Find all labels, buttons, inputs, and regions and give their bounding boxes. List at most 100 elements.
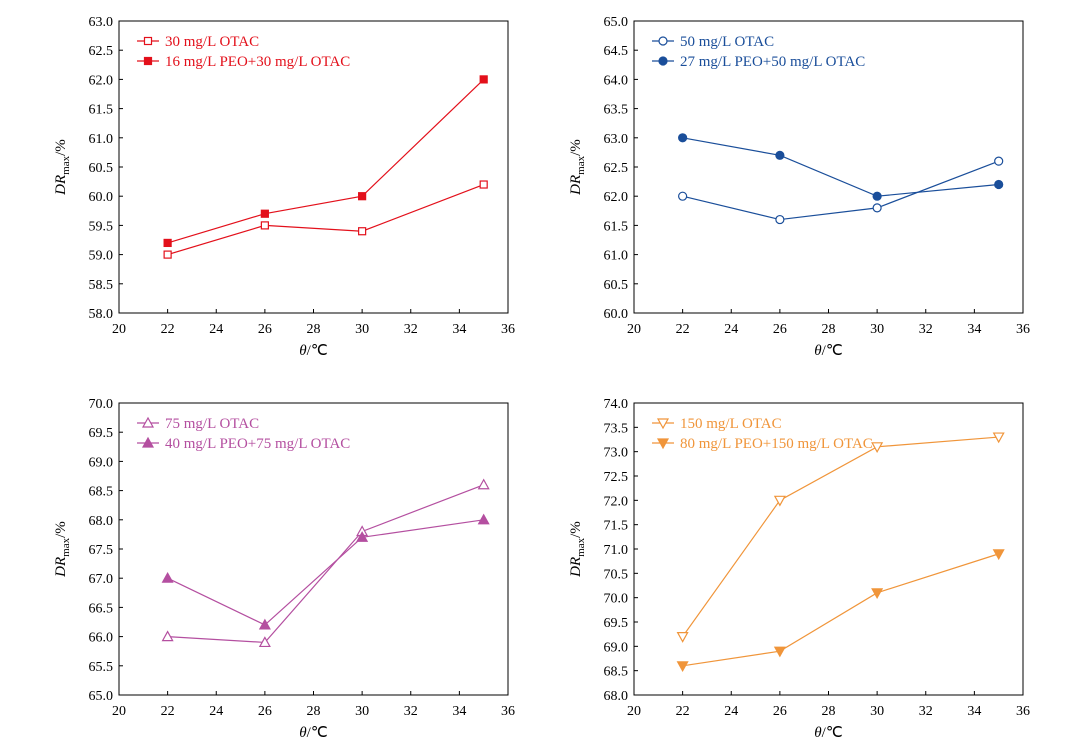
y-tick-label: 73.0	[604, 446, 629, 461]
data-point	[260, 209, 269, 218]
x-tick-label: 36	[1016, 704, 1030, 719]
y-tick-label: 58.5	[89, 278, 114, 293]
x-tick-label: 20	[627, 704, 641, 719]
y-tick-label: 74.0	[604, 397, 629, 412]
x-tick-label: 24	[209, 322, 223, 337]
legend-label: 80 mg/L PEO+150 mg/L OTAC	[680, 436, 873, 452]
data-point	[163, 250, 172, 259]
x-tick-label: 22	[676, 322, 690, 337]
data-point	[871, 442, 884, 454]
y-tick-label: 69.5	[604, 616, 629, 631]
data-point	[992, 549, 1005, 561]
y-tick-label: 68.5	[604, 665, 629, 680]
x-tick-label: 20	[627, 322, 641, 337]
chart-panel-3: 20 22 24 26 28 30 32 34 36 65.0 65.5 66.0 66.5 67.0 67…	[53, 397, 515, 741]
data-point	[872, 191, 882, 201]
legend-marker	[143, 36, 153, 46]
data-point	[479, 180, 488, 189]
y-tick-label: 71.0	[604, 543, 629, 558]
legend-label: 40 mg/L PEO+75 mg/L OTAC	[165, 436, 350, 452]
series-line-2	[682, 553, 999, 667]
y-tick-label: 62.0	[89, 73, 114, 88]
x-tick-label: 34	[452, 322, 466, 337]
y-tick-label: 65.0	[604, 15, 629, 30]
legend-marker	[141, 436, 155, 448]
y-tick-label: 63.0	[604, 132, 629, 147]
data-point	[479, 75, 488, 84]
y-tick-label: 59.0	[89, 249, 114, 264]
x-tick-label: 22	[161, 704, 175, 719]
y-tick-label: 64.0	[604, 73, 629, 88]
y-tick-label: 68.0	[604, 689, 629, 704]
legend-label: 30 mg/L OTAC	[165, 34, 259, 50]
y-tick-label: 65.5	[89, 660, 114, 675]
legend-marker	[658, 36, 668, 46]
chart-panel-4: 20 22 24 26 28 30 32 34 36 68.0 68.5 69.0 69.5 70.0 70…	[568, 397, 1030, 741]
x-tick-label: 34	[452, 704, 466, 719]
x-tick-label: 26	[773, 322, 787, 337]
data-point	[678, 191, 688, 201]
legend-marker	[143, 56, 153, 66]
y-tick-label: 68.0	[89, 514, 114, 529]
data-point	[356, 531, 369, 542]
y-tick-label: 60.5	[89, 161, 114, 176]
series-line-1	[167, 183, 484, 256]
y-tick-label: 62.5	[89, 44, 114, 59]
y-tick-label: 73.5	[604, 421, 629, 436]
y-tick-label: 63.0	[89, 15, 114, 30]
x-tick-label: 30	[355, 704, 369, 719]
y-tick-label: 60.0	[89, 190, 114, 205]
y-axis-label: DRmax/%	[53, 139, 72, 196]
x-tick-label: 26	[258, 322, 272, 337]
x-tick-label: 34	[967, 322, 981, 337]
legend-marker	[141, 416, 155, 428]
x-axis-label: θ/℃	[299, 343, 327, 359]
y-tick-label: 68.5	[89, 485, 114, 500]
y-tick-label: 69.5	[89, 426, 114, 441]
x-tick-label: 32	[404, 322, 418, 337]
y-tick-label: 61.0	[604, 249, 629, 264]
legend-label: 16 mg/L PEO+30 mg/L OTAC	[165, 54, 350, 70]
data-point	[358, 227, 367, 236]
y-tick-label: 70.5	[604, 567, 629, 582]
y-axis-label: DRmax/%	[568, 139, 587, 196]
y-tick-label: 67.0	[89, 572, 114, 587]
x-tick-label: 30	[870, 704, 884, 719]
y-tick-label: 70.0	[89, 397, 114, 412]
y-tick-label: 62.5	[604, 161, 629, 176]
legend-marker	[656, 438, 670, 450]
data-point	[477, 478, 490, 490]
y-tick-label: 66.5	[89, 601, 114, 616]
y-tick-label: 65.0	[89, 689, 114, 704]
x-tick-label: 28	[822, 704, 836, 719]
y-axis-label: DRmax/%	[568, 521, 587, 578]
x-tick-label: 26	[773, 704, 787, 719]
y-tick-label: 63.5	[604, 103, 629, 118]
legend-marker	[656, 418, 670, 430]
data-point	[773, 646, 786, 658]
x-axis-label: θ/℃	[814, 343, 842, 359]
y-tick-label: 66.0	[89, 631, 114, 646]
data-point	[358, 192, 367, 201]
x-tick-label: 26	[258, 704, 272, 719]
y-tick-label: 61.0	[89, 132, 114, 147]
y-tick-label: 69.0	[604, 640, 629, 655]
chart-panel-1: 20 22 24 26 28 30 32 34 36 58.0 58.5 59.0 59.5 60.0 60…	[53, 15, 515, 359]
legend-marker	[658, 56, 668, 66]
x-tick-label: 36	[501, 704, 515, 719]
legend-label: 75 mg/L OTAC	[165, 416, 259, 432]
data-point	[258, 618, 271, 630]
series-line-1	[682, 160, 999, 221]
data-point	[163, 238, 172, 248]
data-point	[676, 661, 689, 673]
x-tick-label: 20	[112, 322, 126, 337]
x-tick-label: 36	[1016, 322, 1030, 337]
y-tick-label: 61.5	[89, 103, 114, 118]
y-tick-label: 58.0	[89, 307, 114, 322]
y-tick-label: 72.5	[604, 470, 629, 485]
data-point	[994, 179, 1004, 190]
x-axis-label: θ/℃	[299, 725, 327, 741]
series-line-1	[167, 484, 484, 644]
legend-label: 50 mg/L OTAC	[680, 34, 774, 50]
